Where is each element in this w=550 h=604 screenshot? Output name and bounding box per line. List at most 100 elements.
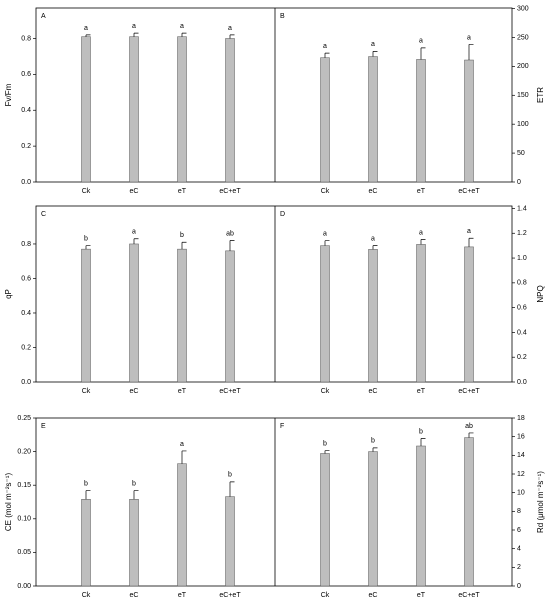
error-bar	[85, 34, 91, 37]
y-tick-label: 50	[517, 150, 525, 157]
bar	[177, 36, 187, 183]
significance-letter: a	[467, 228, 471, 235]
y-tick-label: 0.2	[21, 143, 31, 150]
y-tick-label: 0.6	[21, 275, 31, 282]
panel-letter: D	[280, 211, 285, 218]
bar	[129, 499, 139, 587]
bar	[416, 445, 426, 587]
bar	[416, 244, 426, 383]
significance-letter: ab	[226, 230, 234, 237]
y-tick-label: 10	[517, 490, 525, 497]
bar	[368, 451, 378, 587]
x-tick-label: eC+eT	[219, 388, 241, 395]
y-tick-label: 150	[517, 92, 529, 99]
y-tick-label: 100	[517, 121, 529, 128]
x-tick-label: eT	[417, 592, 426, 599]
significance-letter: a	[323, 231, 327, 238]
error-bar	[229, 240, 235, 251]
y-tick-label: 0.2	[517, 354, 527, 361]
bar	[225, 38, 235, 183]
bar	[464, 246, 474, 383]
panel-letter: F	[280, 423, 284, 430]
x-tick-label: eC	[130, 388, 139, 395]
x-tick-label: Ck	[321, 592, 330, 599]
y-tick-label: 6	[517, 527, 521, 534]
error-bar	[133, 490, 139, 500]
error-bar	[133, 238, 139, 244]
significance-letter: a	[132, 229, 136, 236]
significance-letter: b	[84, 480, 88, 487]
y-tick-label: 0.0	[21, 179, 31, 186]
significance-letter: a	[323, 43, 327, 50]
error-bar	[420, 438, 426, 446]
x-tick-label: eC	[130, 188, 139, 195]
bar	[177, 463, 187, 587]
y-tick-label: 14	[517, 452, 525, 459]
bar	[368, 249, 378, 383]
bar	[81, 499, 91, 587]
x-tick-label: Ck	[321, 388, 330, 395]
panel-frame	[35, 7, 513, 183]
y-tick-label: 4	[517, 546, 521, 553]
x-tick-label: eC	[130, 592, 139, 599]
significance-letter: a	[132, 23, 136, 30]
y-tick-label: 0.8	[517, 280, 527, 287]
y-tick-label: 0.6	[517, 304, 527, 311]
panel-frame	[35, 417, 513, 587]
error-bar	[229, 34, 235, 39]
x-tick-label: Ck	[82, 388, 91, 395]
bar	[81, 248, 91, 383]
error-bar	[324, 450, 330, 454]
bar	[81, 36, 91, 183]
y-tick-label: 1.0	[517, 255, 527, 262]
y-tick-label: 1.2	[517, 230, 527, 237]
significance-letter: a	[419, 229, 423, 236]
bar	[177, 248, 187, 383]
y-tick-label: 0.10	[17, 516, 31, 523]
y-tick-label: 0.05	[17, 549, 31, 556]
y-axis-label: Rd (μmol m⁻²s⁻¹)	[536, 471, 545, 533]
x-tick-label: eT	[417, 388, 426, 395]
significance-letter: a	[419, 38, 423, 45]
panel-letter: E	[41, 423, 46, 430]
error-bar	[420, 239, 426, 245]
significance-letter: b	[419, 428, 423, 435]
error-bar	[181, 241, 187, 250]
y-tick-label: 0.25	[17, 415, 31, 422]
y-tick-label: 16	[517, 434, 525, 441]
error-bar	[324, 52, 330, 58]
significance-letter: a	[84, 25, 88, 32]
bar	[225, 496, 235, 587]
error-bar	[468, 432, 474, 438]
error-bar	[324, 240, 330, 246]
bar	[129, 243, 139, 383]
significance-letter: b	[323, 441, 327, 448]
y-tick-label: 0.0	[517, 379, 527, 386]
significance-letter: a	[371, 41, 375, 48]
x-tick-label: eT	[178, 188, 187, 195]
panel-letter: A	[41, 13, 46, 20]
x-tick-label: eC+eT	[458, 388, 480, 395]
bar	[320, 57, 330, 183]
bar	[464, 59, 474, 183]
y-axis-label: NPQ	[536, 285, 545, 302]
error-bar	[85, 490, 91, 500]
y-axis-label: ETR	[536, 87, 545, 103]
y-tick-label: 18	[517, 415, 525, 422]
panel-letter: B	[280, 13, 285, 20]
x-tick-label: eC	[369, 388, 378, 395]
y-tick-label: 200	[517, 63, 529, 70]
x-tick-label: eC+eT	[219, 188, 241, 195]
significance-letter: b	[180, 232, 184, 239]
x-tick-label: eC	[369, 592, 378, 599]
bar	[416, 59, 426, 183]
y-tick-label: 300	[517, 5, 529, 12]
y-tick-label: 0.2	[21, 344, 31, 351]
y-tick-label: 250	[517, 34, 529, 41]
significance-letter: a	[180, 441, 184, 448]
x-tick-label: eT	[178, 388, 187, 395]
bar	[368, 56, 378, 183]
significance-letter: b	[228, 472, 232, 479]
y-tick-label: 0	[517, 583, 521, 590]
